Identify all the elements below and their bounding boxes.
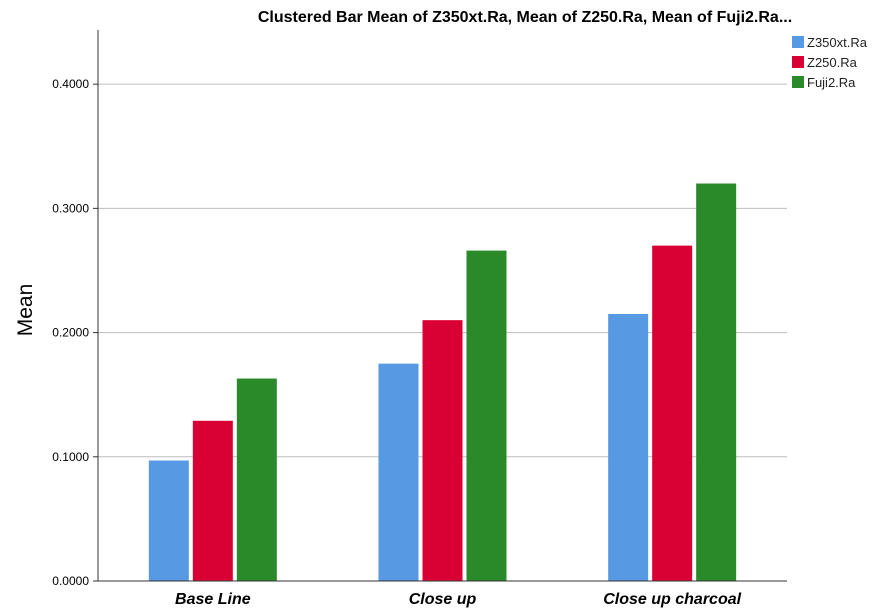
bar-fuji2-ra-1 (466, 250, 507, 581)
bar-z250-ra-1 (422, 320, 463, 581)
bar-z250-ra-0 (192, 420, 233, 581)
bar-fuji2-ra-2 (696, 183, 737, 582)
x-category-label: Close up charcoal (603, 591, 741, 608)
x-category-labels: Base Line Close up Close up charcoal (175, 591, 742, 608)
y-tick-label: 0.2000 (52, 326, 89, 340)
legend-label: Z250.Ra (807, 55, 858, 70)
bar-fuji2-ra-0 (236, 378, 277, 581)
legend-label: Z350xt.Ra (807, 35, 868, 50)
chart-title: Clustered Bar Mean of Z350xt.Ra, Mean of… (258, 9, 792, 26)
bars (148, 183, 737, 582)
y-tick-label: 0.3000 (52, 201, 89, 215)
y-axis-label: Mean (14, 284, 37, 337)
x-category-label: Base Line (175, 591, 251, 608)
legend: Z350xt.Ra Z250.Ra Fuji2.Ra (792, 35, 868, 90)
y-tick-labels: 0.0000 0.1000 0.2000 0.3000 0.4000 (52, 77, 98, 588)
bar-z350xt-ra-0 (148, 460, 189, 581)
bar-z350xt-ra-1 (378, 363, 419, 581)
bar-z350xt-ra-2 (608, 313, 649, 581)
y-tick-label: 0.1000 (52, 450, 89, 464)
legend-swatch (792, 36, 804, 48)
y-tick-label: 0.0000 (52, 574, 89, 588)
y-tick-label: 0.4000 (52, 77, 89, 91)
legend-label: Fuji2.Ra (807, 75, 856, 90)
x-category-label: Close up (409, 591, 477, 608)
legend-swatch (792, 76, 804, 88)
axes (97, 30, 787, 582)
legend-swatch (792, 56, 804, 68)
bar-z250-ra-2 (652, 245, 693, 581)
